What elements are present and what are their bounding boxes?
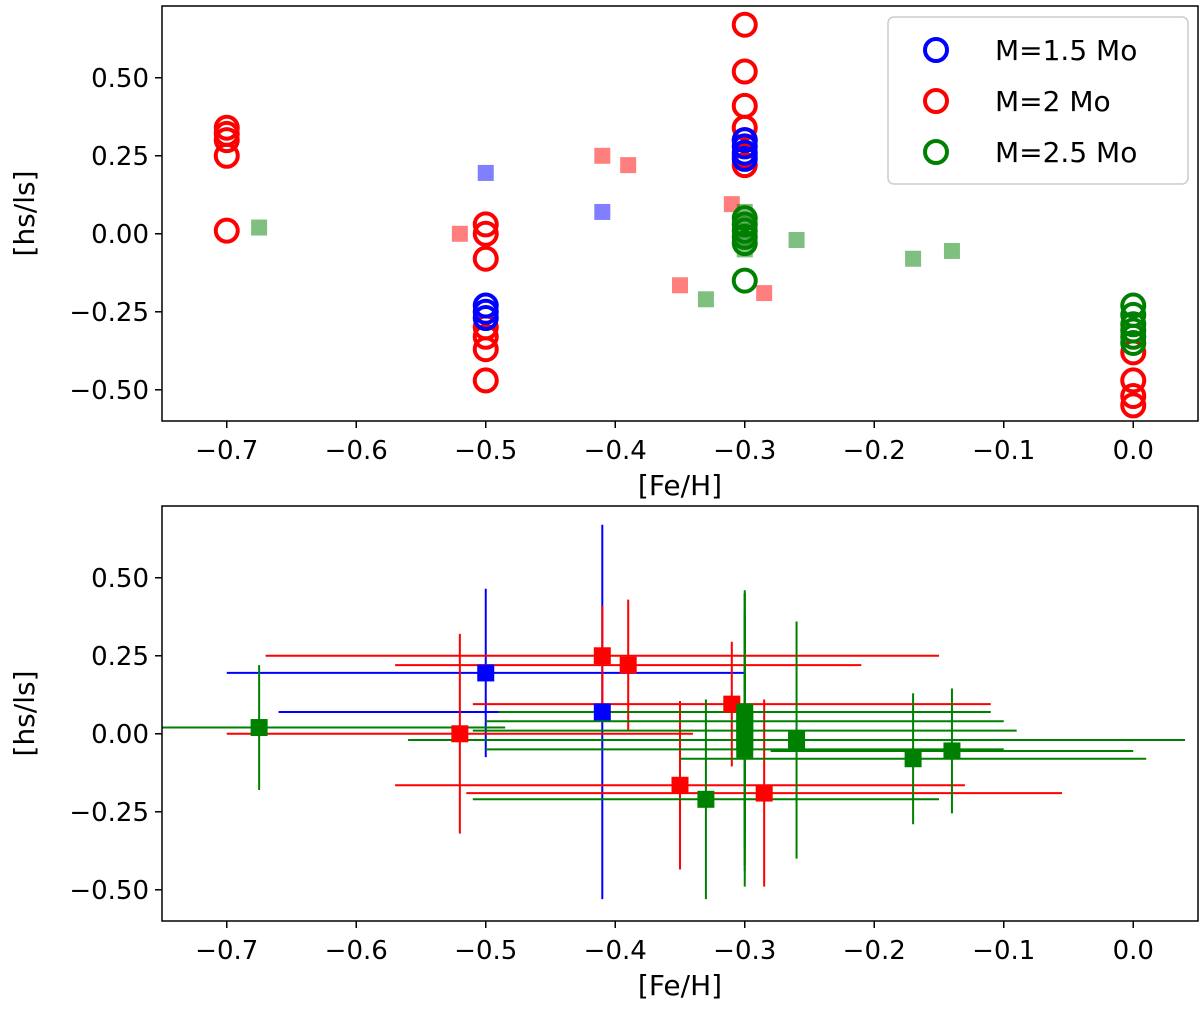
observation-marker xyxy=(697,291,714,308)
model-marker xyxy=(213,127,240,154)
model-marker xyxy=(472,211,499,238)
y-tick-label: 0.00 xyxy=(91,720,149,750)
observation-marker xyxy=(594,203,611,220)
plot-area xyxy=(213,11,1147,419)
x-tick-label: −0.5 xyxy=(454,936,517,966)
y-tick-label: −0.25 xyxy=(69,298,149,328)
model-marker xyxy=(472,220,499,247)
y-tick-label: −0.50 xyxy=(69,876,149,906)
x-tick-label: −0.6 xyxy=(325,936,388,966)
model-marker xyxy=(472,336,499,363)
observation-marker xyxy=(736,740,754,758)
legend-label: M=1.5 Mo xyxy=(995,34,1137,67)
model-marker xyxy=(1120,383,1147,410)
model-marker xyxy=(472,323,499,350)
x-tick-label: −0.2 xyxy=(843,936,906,966)
observation-marker xyxy=(671,776,689,794)
model-marker xyxy=(472,367,499,394)
x-tick-label: 0.0 xyxy=(1113,936,1154,966)
x-tick-label: −0.3 xyxy=(713,936,776,966)
observation-marker xyxy=(723,695,741,713)
observation-marker xyxy=(451,225,468,242)
x-tick-label: −0.7 xyxy=(195,936,258,966)
model-marker xyxy=(1120,292,1147,319)
plot-frame xyxy=(161,5,1199,422)
y-axis-label: [hs/ls] xyxy=(8,171,41,257)
bottom-panel: −0.7 −0.6 −0.5 −0.4 −0.3 −0.2 −0.1 0.0 0.50 0.25 0… xyxy=(8,505,1199,1002)
plot-frame xyxy=(161,505,1199,922)
x-tick-label: 0.0 xyxy=(1113,436,1154,466)
y-tick-label: 0.00 xyxy=(91,220,149,250)
observation-marker xyxy=(788,232,805,249)
legend-label: M=2 Mo xyxy=(995,85,1111,118)
model-marker xyxy=(731,267,758,294)
observation-marker xyxy=(697,790,715,808)
model-marker xyxy=(731,114,758,141)
observation-marker xyxy=(620,157,637,174)
observation-marker xyxy=(905,250,922,267)
x-tick-label: −0.6 xyxy=(325,436,388,466)
model-marker xyxy=(1120,329,1147,356)
x-tick-label: −0.2 xyxy=(843,436,906,466)
observation-marker xyxy=(723,196,740,213)
x-axis-label: [Fe/H] xyxy=(638,969,722,1002)
observation-marker xyxy=(593,703,611,721)
model-marker xyxy=(472,245,499,272)
model-marker xyxy=(731,11,758,38)
observation-marker xyxy=(755,784,773,802)
x-tick-label: −0.1 xyxy=(972,936,1035,966)
y-tick-label: 0.25 xyxy=(91,142,149,172)
y-axis-label: [hs/ls] xyxy=(8,671,41,757)
observation-marker xyxy=(756,285,773,302)
model-marker xyxy=(731,230,758,257)
legend-label: M=2.5 Mo xyxy=(995,136,1137,169)
model-marker xyxy=(1120,392,1147,419)
y-tick-label: 0.50 xyxy=(91,64,149,94)
legend-marker xyxy=(923,139,949,165)
observation-marker xyxy=(943,742,961,760)
y-tick-label: 0.50 xyxy=(91,564,149,594)
x-tick-label: −0.7 xyxy=(195,436,258,466)
y-tick-label: −0.25 xyxy=(69,798,149,828)
legend-marker xyxy=(923,88,949,114)
observation-marker xyxy=(619,656,637,674)
legend-box xyxy=(887,16,1189,185)
legend: M=1.5 Mo M=2 Mo M=2.5 Mo xyxy=(887,16,1189,185)
model-marker xyxy=(213,217,240,244)
model-marker xyxy=(1120,367,1147,394)
x-tick-label: −0.3 xyxy=(713,436,776,466)
x-tick-label: −0.4 xyxy=(584,936,647,966)
model-marker xyxy=(472,305,499,332)
observation-marker xyxy=(904,750,922,768)
observation-marker xyxy=(593,647,611,665)
observation-marker xyxy=(672,277,688,294)
observation-marker xyxy=(594,147,611,164)
observation-marker xyxy=(477,664,495,682)
x-tick-label: −0.4 xyxy=(584,436,647,466)
y-tick-label: −0.50 xyxy=(69,376,149,406)
observation-marker xyxy=(788,731,806,749)
model-marker xyxy=(731,92,758,119)
model-marker xyxy=(213,142,240,169)
observation-marker xyxy=(451,725,469,743)
legend-marker xyxy=(923,37,949,63)
x-tick-label: −0.1 xyxy=(972,436,1035,466)
observation-marker xyxy=(943,242,960,259)
model-marker xyxy=(731,145,758,172)
observation-marker xyxy=(250,719,268,737)
model-marker xyxy=(731,58,758,85)
top-panel: −0.7 −0.6 −0.5 −0.4 −0.3 −0.2 −0.1 0.0 0.50 0.25 0… xyxy=(8,5,1199,502)
observation-marker xyxy=(477,164,494,181)
plot-area xyxy=(162,524,1186,900)
x-axis-label: [Fe/H] xyxy=(638,469,722,502)
x-tick-label: −0.5 xyxy=(454,436,517,466)
observation-marker xyxy=(251,219,268,236)
y-tick-label: 0.25 xyxy=(91,642,149,672)
